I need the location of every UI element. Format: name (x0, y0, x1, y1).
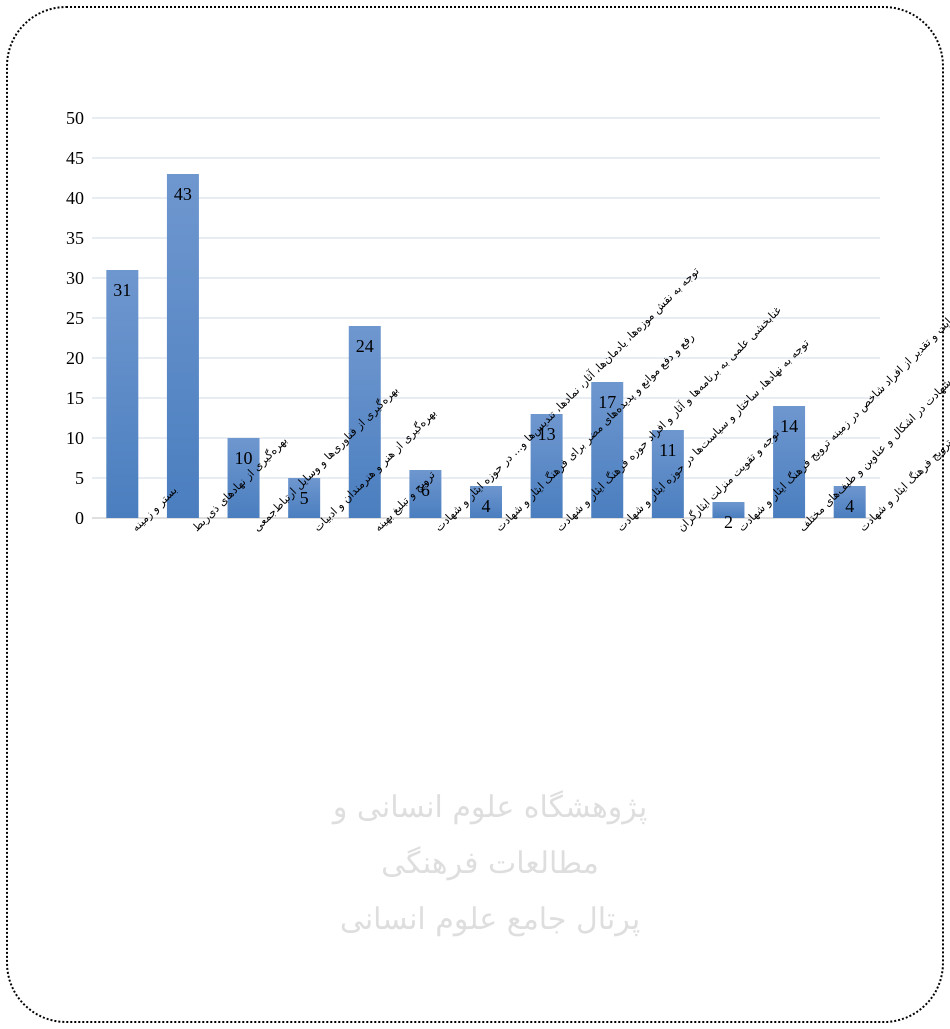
bar (773, 406, 806, 518)
y-tick-label: 15 (66, 388, 84, 408)
bars (106, 174, 866, 518)
data-label: 13 (538, 424, 556, 444)
y-tick-label: 40 (66, 188, 84, 208)
data-label: 43 (174, 184, 192, 204)
bar (470, 486, 502, 518)
data-labels: 31 43 10 5 24 6 4 13 17 11 2 14 4 (113, 184, 854, 532)
bar (409, 470, 442, 518)
bar (227, 438, 260, 518)
data-label: 2 (724, 512, 733, 532)
data-label: 4 (482, 496, 491, 516)
bar (651, 430, 684, 518)
bar (106, 270, 139, 518)
bar (166, 174, 199, 518)
data-label: 11 (659, 440, 676, 460)
chart-frame (6, 6, 944, 1023)
bar (288, 478, 321, 518)
data-label: 5 (300, 488, 309, 508)
bar (530, 414, 563, 518)
y-tick-label: 10 (66, 428, 84, 448)
data-label: 14 (780, 416, 798, 436)
data-label: 4 (845, 496, 854, 516)
bar (833, 486, 866, 518)
data-label: 31 (113, 280, 131, 300)
bar (712, 502, 745, 518)
y-tick-label: 5 (75, 468, 84, 488)
y-tick-label: 0 (75, 508, 84, 528)
data-label: 24 (356, 336, 374, 356)
bar (591, 382, 624, 518)
y-tick-label: 20 (66, 348, 84, 368)
data-label: 17 (598, 392, 616, 412)
y-tick-label: 45 (66, 148, 84, 168)
y-tick-label: 50 (66, 108, 84, 128)
y-tick-label: 35 (66, 228, 84, 248)
data-label: 6 (421, 480, 430, 500)
y-tick-label: 30 (66, 268, 84, 288)
y-tick-label: 25 (66, 308, 84, 328)
bar (348, 326, 381, 518)
data-label: 10 (235, 448, 253, 468)
